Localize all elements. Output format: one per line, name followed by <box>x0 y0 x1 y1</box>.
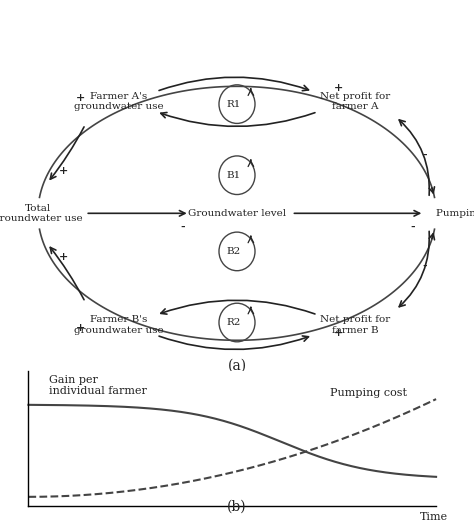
Text: R1: R1 <box>226 100 240 109</box>
Text: B1: B1 <box>226 171 240 180</box>
Text: B2: B2 <box>226 247 240 256</box>
Text: Farmer A's
groundwater use: Farmer A's groundwater use <box>73 92 164 111</box>
Text: -: - <box>410 222 415 233</box>
Text: R2: R2 <box>226 318 240 327</box>
Text: Gain per
individual farmer: Gain per individual farmer <box>49 375 146 396</box>
Text: +: + <box>59 251 69 262</box>
Text: -: - <box>422 149 427 160</box>
Text: Pumping cost: Pumping cost <box>330 388 407 398</box>
Text: Time: Time <box>420 512 448 522</box>
Text: +: + <box>59 164 69 175</box>
Text: Pumping cost: Pumping cost <box>436 209 474 218</box>
Text: Farmer B's
groundwater use: Farmer B's groundwater use <box>73 315 164 335</box>
Text: Groundwater level: Groundwater level <box>188 209 286 218</box>
Text: +: + <box>334 327 344 338</box>
Text: +: + <box>76 92 85 103</box>
Text: -: - <box>422 261 427 272</box>
Text: (a): (a) <box>228 359 246 373</box>
Text: +: + <box>76 322 85 333</box>
Text: Net profit for
farmer A: Net profit for farmer A <box>320 92 391 111</box>
Text: Total
groundwater use: Total groundwater use <box>0 204 83 223</box>
Text: Net profit for
farmer B: Net profit for farmer B <box>320 315 391 335</box>
Text: +: + <box>334 82 344 93</box>
Text: -: - <box>180 222 185 233</box>
Text: (b): (b) <box>227 500 247 514</box>
